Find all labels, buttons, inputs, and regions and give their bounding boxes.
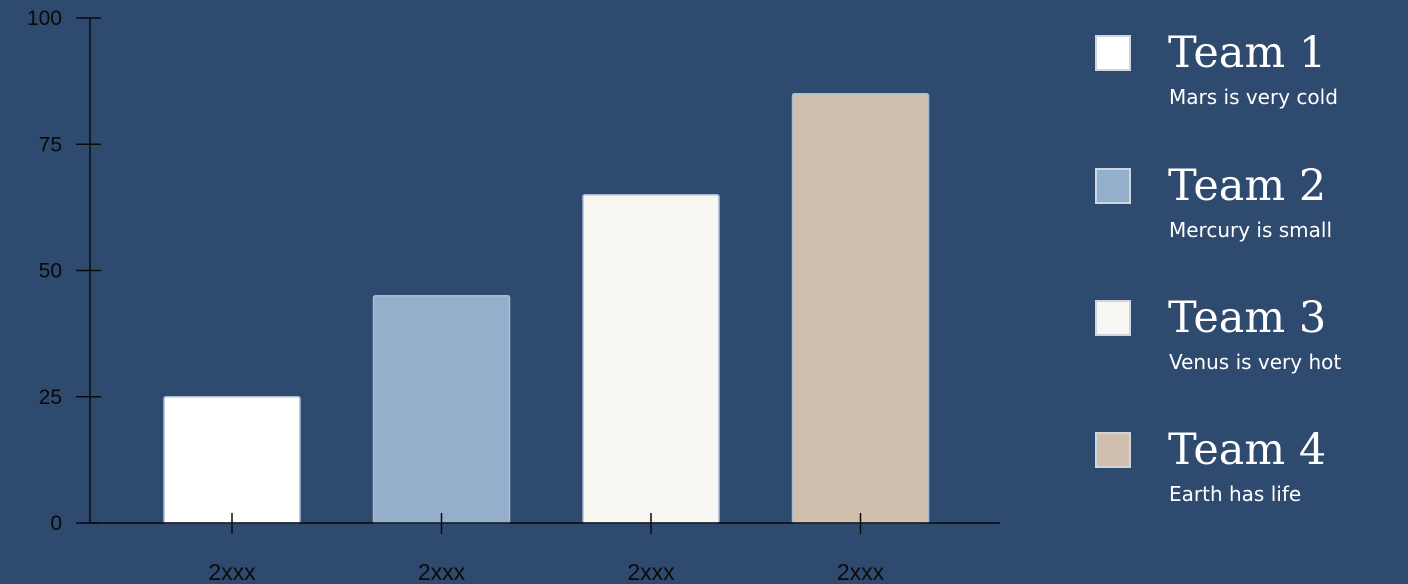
y-tick-label: 25: [39, 386, 62, 409]
legend-swatch: [1095, 432, 1131, 468]
x-tick-label: 2xxx: [837, 559, 885, 584]
legend-team-name: Team 2: [1168, 161, 1327, 211]
legend-team-name: Team 1: [1168, 28, 1327, 78]
legend-team-description: Mars is very cold: [1169, 85, 1338, 109]
y-tick-label: 100: [27, 7, 62, 30]
x-ticks: 2xxx 2xxx 2xxx 2xxx: [208, 513, 885, 584]
legend-team-description: Mercury is small: [1169, 218, 1333, 242]
legend-team-name: Team 3: [1168, 293, 1327, 343]
y-tick-label: 50: [39, 260, 62, 283]
legend-team-description: Earth has life: [1169, 482, 1302, 506]
legend-team-name: Team 4: [1168, 425, 1327, 475]
y-ticks: 0 25 50 75 100: [27, 7, 101, 535]
legend-swatch: [1095, 35, 1131, 71]
bar: [163, 396, 301, 524]
y-tick-label: 0: [50, 512, 62, 535]
bar: [372, 295, 511, 524]
bar: [791, 93, 930, 524]
x-tick-label: 2xxx: [418, 559, 466, 584]
legend-swatch: [1095, 168, 1131, 204]
legend-swatch: [1095, 300, 1131, 336]
bars: [163, 93, 930, 524]
x-tick-label: 2xxx: [208, 559, 256, 584]
x-tick-label: 2xxx: [627, 559, 675, 584]
legend-team-description: Venus is very hot: [1169, 350, 1342, 374]
bar: [582, 194, 720, 524]
y-tick-label: 75: [39, 133, 62, 156]
